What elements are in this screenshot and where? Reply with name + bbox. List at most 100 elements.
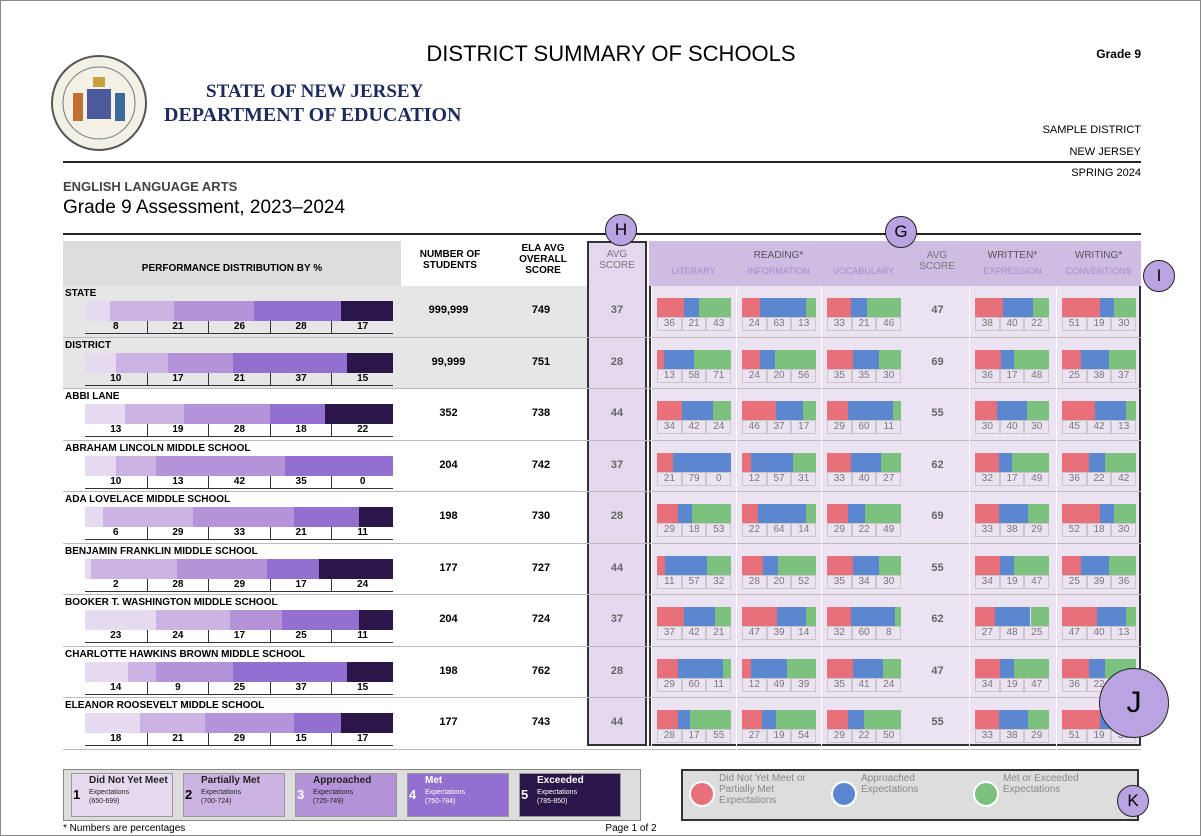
mini-label: 17 <box>999 471 1025 486</box>
mini-bar <box>975 452 1000 472</box>
mini-label: 17 <box>999 368 1025 383</box>
cell-divider <box>1056 389 1057 441</box>
mini-bar <box>848 710 865 729</box>
mini-bar <box>750 452 794 472</box>
mini-label: 25 <box>1024 626 1050 640</box>
distribution-label: 33 <box>208 527 270 540</box>
mini-label: 57 <box>766 471 792 486</box>
distribution-label: 21 <box>269 527 332 540</box>
mini-bar <box>1113 504 1136 523</box>
mini-label: 39 <box>1086 574 1112 589</box>
mini-bar <box>866 298 901 317</box>
subscore-header <box>649 241 1141 286</box>
mini-label: 31 <box>791 471 817 486</box>
legend-range: (650-699) <box>89 798 120 805</box>
mini-bar <box>787 658 816 678</box>
mini-bar <box>694 349 731 369</box>
header-cell: INFORMATION <box>747 266 810 276</box>
cell-divider <box>736 543 737 595</box>
cell-divider <box>651 492 652 544</box>
mini-label: 47 <box>1062 626 1087 640</box>
mini-label: 14 <box>791 626 817 640</box>
cell-divider <box>1056 646 1057 698</box>
distribution-segment <box>85 301 110 321</box>
header-cell: CONVENTIONS <box>1065 266 1132 276</box>
avg-score: 62 <box>931 458 944 471</box>
legend-swatch <box>407 773 509 817</box>
mini-bar <box>848 504 865 523</box>
distribution-label: 28 <box>208 424 270 437</box>
cell-divider <box>821 389 822 441</box>
mini-bar <box>806 298 816 317</box>
grade: Grade 9 <box>1096 47 1141 61</box>
legend-swatch <box>183 773 285 817</box>
mini-bar <box>1099 298 1114 317</box>
cell-divider <box>821 337 822 389</box>
distribution-label: 11 <box>331 527 393 540</box>
ela-score: 749 <box>531 304 551 316</box>
distribution-segment <box>294 713 341 733</box>
mini-bar <box>827 504 849 523</box>
row-line <box>63 594 1141 595</box>
mini-bar <box>1062 658 1089 678</box>
distribution-label: 18 <box>269 424 332 437</box>
mini-label: 17 <box>791 420 817 434</box>
distribution-label: 26 <box>208 321 270 334</box>
mini-label: 36 <box>657 317 682 331</box>
mini-label: 33 <box>975 729 1000 743</box>
legend-label: Approached <box>313 775 372 786</box>
distribution-label: 35 <box>269 475 332 489</box>
ela-score: 751 <box>531 355 551 368</box>
distribution-segment <box>128 661 156 682</box>
distribution-segment <box>125 404 184 424</box>
legend-sub: Expectations <box>313 789 354 796</box>
mini-bar <box>776 710 816 729</box>
distribution-label: 22 <box>331 424 393 437</box>
callout: J <box>1099 668 1169 738</box>
cell-divider <box>969 492 970 544</box>
mini-label: 71 <box>706 368 732 383</box>
mini-bar <box>1113 298 1136 317</box>
mini-label: 13 <box>1111 626 1137 640</box>
mini-label: 36 <box>1062 471 1087 486</box>
mini-label: 51 <box>1062 729 1087 743</box>
distribution-label: 17 <box>208 630 270 643</box>
mini-label: 12 <box>742 677 767 692</box>
mini-label: 24 <box>742 317 767 331</box>
school-name: STATE <box>65 288 97 299</box>
distribution-baseline <box>85 384 393 386</box>
mini-label: 63 <box>766 317 792 331</box>
mini-bar <box>850 607 896 626</box>
mini-label: 32 <box>975 471 1000 486</box>
mini-label: 22 <box>1024 317 1050 331</box>
avg-score: 62 <box>931 613 944 625</box>
mini-bar <box>827 710 849 729</box>
mini-bar <box>999 710 1028 729</box>
mini-bar <box>892 401 901 420</box>
distribution-label: 13 <box>110 424 122 435</box>
mini-label: 49 <box>1024 471 1050 486</box>
mini-label: 19 <box>1086 317 1112 331</box>
mini-bar <box>895 607 901 626</box>
mini-bar <box>975 607 995 626</box>
callout: I <box>1143 260 1175 292</box>
mini-label: 25 <box>1062 574 1087 589</box>
distribution-segment <box>103 507 193 527</box>
cell-divider <box>1056 337 1057 389</box>
avg-score: 47 <box>931 304 944 316</box>
cell-divider <box>736 646 737 698</box>
students: 999,999 <box>428 304 469 316</box>
avg-score: 37 <box>610 613 624 625</box>
distribution-segment <box>85 352 116 373</box>
mini-bar <box>997 401 1027 420</box>
mini-label: 22 <box>851 729 877 743</box>
mini-label: 30 <box>1111 317 1137 331</box>
mini-bar <box>1000 555 1015 575</box>
mini-bar <box>1013 349 1049 369</box>
cell-divider <box>651 389 652 441</box>
students: 204 <box>439 458 458 471</box>
department-name: DEPARTMENT OF EDUCATION <box>164 104 462 126</box>
mini-bar <box>1100 504 1114 523</box>
header-cell: PERFORMANCE DISTRIBUTION BY % <box>63 241 401 286</box>
mini-label: 29 <box>827 523 852 537</box>
